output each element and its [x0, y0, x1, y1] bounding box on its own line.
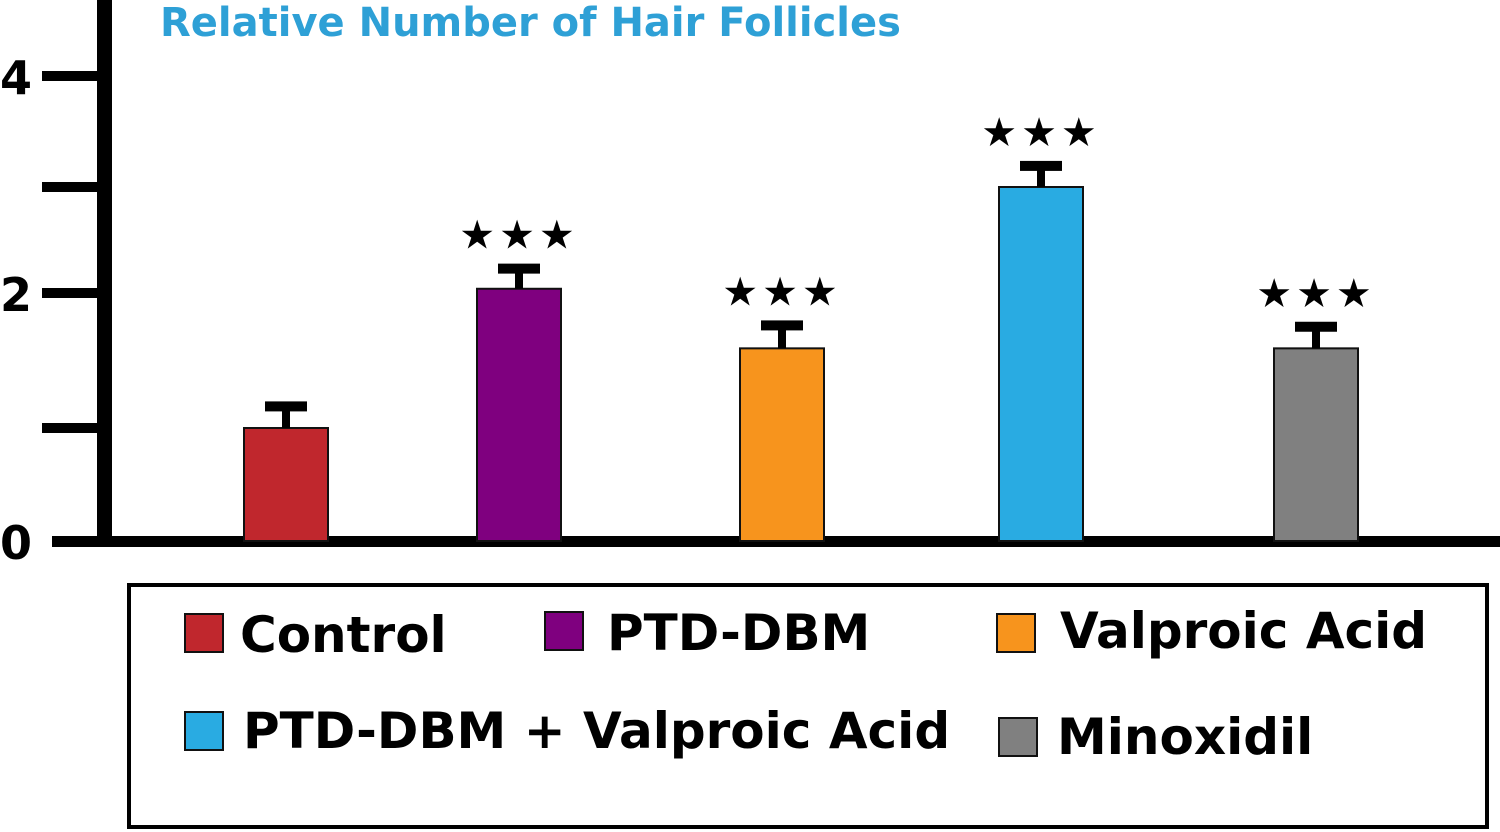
y-tick	[42, 182, 98, 192]
y-tick	[42, 423, 98, 433]
error-cap	[265, 401, 307, 412]
bars: ★★★ ★★★ ★★★ ★★★	[243, 110, 1376, 543]
y-tick-label: 2	[0, 268, 32, 322]
legend-item-0: Control	[184, 606, 447, 664]
bar	[998, 186, 1084, 542]
chart-title: Relative Number of Hair Follicles	[160, 0, 901, 46]
bar	[243, 427, 329, 542]
significance-stars: ★★★	[722, 269, 842, 315]
error-bar	[515, 268, 523, 289]
bar	[739, 347, 825, 542]
error-bar	[282, 406, 290, 428]
legend-item-3: PTD-DBM + Valproic Acid	[184, 702, 950, 760]
bar-group-4: ★★★	[1256, 271, 1376, 542]
error-bar	[778, 325, 786, 349]
legend-swatch	[184, 613, 224, 653]
legend: Control PTD-DBM Valproic Acid PTD-DBM + Val…	[127, 583, 1489, 829]
legend-item-2: Valproic Acid	[996, 602, 1427, 660]
bar-group-1: ★★★	[459, 213, 579, 543]
y-tick	[42, 71, 98, 81]
legend-swatch	[998, 717, 1038, 757]
bar	[476, 287, 562, 543]
legend-label: PTD-DBM	[607, 604, 870, 662]
significance-stars: ★★★	[981, 110, 1101, 156]
bar-group-2: ★★★	[722, 269, 842, 542]
y-tick-label: 0	[0, 516, 32, 570]
error-cap	[1295, 321, 1337, 332]
legend-box	[127, 583, 1489, 829]
bar-group-3: ★★★	[981, 110, 1101, 542]
legend-item-4: Minoxidil	[998, 708, 1313, 766]
legend-label: Valproic Acid	[1060, 602, 1427, 660]
bar-group-0	[243, 401, 329, 542]
significance-stars: ★★★	[1256, 271, 1376, 317]
error-cap	[498, 263, 540, 274]
error-bar	[1037, 165, 1045, 187]
error-cap	[761, 320, 803, 331]
legend-swatch	[996, 613, 1036, 653]
legend-swatch	[184, 711, 224, 751]
y-axis-line	[97, 0, 112, 546]
legend-swatch	[544, 611, 584, 651]
y-tick	[42, 288, 98, 298]
error-cap	[1020, 160, 1062, 171]
legend-label: Control	[240, 606, 447, 664]
legend-item-1: PTD-DBM	[544, 604, 870, 662]
legend-label: PTD-DBM + Valproic Acid	[243, 702, 950, 760]
error-bar	[1312, 326, 1320, 349]
significance-stars: ★★★	[459, 213, 579, 259]
bar	[1273, 347, 1359, 542]
y-tick-label: 4	[0, 51, 32, 105]
legend-label: Minoxidil	[1057, 708, 1313, 766]
